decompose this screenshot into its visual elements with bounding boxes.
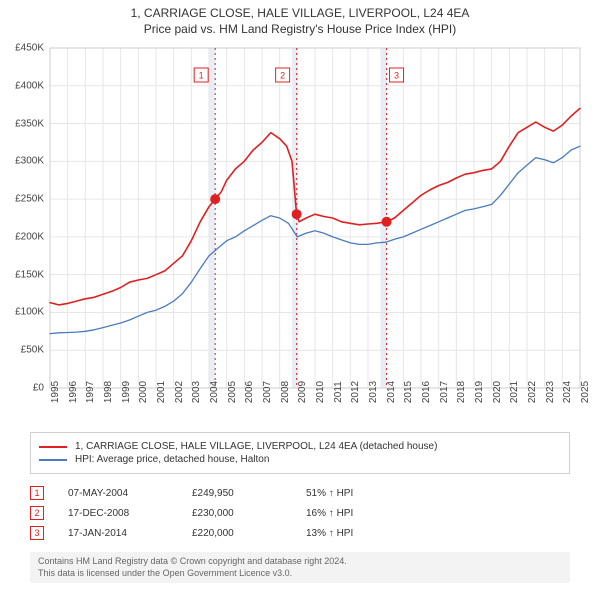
- transactions-table: 1 07-MAY-2004 £249,950 51% ↑ HPI 2 17-DE…: [30, 480, 570, 546]
- y-tick-label: £0: [33, 383, 44, 394]
- footer-line: This data is licensed under the Open Gov…: [38, 568, 562, 580]
- y-tick-label: £200K: [15, 231, 44, 242]
- transaction-price: £230,000: [192, 508, 282, 519]
- legend-label: HPI: Average price, detached house, Halt…: [75, 454, 269, 465]
- title-block: 1, CARRIAGE CLOSE, HALE VILLAGE, LIVERPO…: [0, 0, 600, 38]
- plot-area: 1 2 3: [50, 48, 580, 388]
- table-row: 2 17-DEC-2008 £230,000 16% ↑ HPI: [30, 506, 570, 520]
- x-tick-label: 2006: [244, 381, 255, 403]
- x-tick-label: 2015: [403, 381, 414, 403]
- y-tick-label: £250K: [15, 194, 44, 205]
- x-tick-label: 1998: [103, 381, 114, 403]
- x-tick-label: 2022: [527, 381, 538, 403]
- x-tick-label: 2007: [262, 381, 273, 403]
- x-tick-label: 2010: [315, 381, 326, 403]
- table-row: 1 07-MAY-2004 £249,950 51% ↑ HPI: [30, 486, 570, 500]
- x-tick-label: 2025: [580, 381, 591, 403]
- transaction-date: 17-JAN-2014: [68, 528, 168, 539]
- y-tick-label: £300K: [15, 156, 44, 167]
- y-tick-label: £150K: [15, 269, 44, 280]
- x-tick-label: 2020: [492, 381, 503, 403]
- chart-container: 1, CARRIAGE CLOSE, HALE VILLAGE, LIVERPO…: [0, 0, 600, 590]
- x-tick-label: 2024: [562, 381, 573, 403]
- table-row: 3 17-JAN-2014 £220,000 13% ↑ HPI: [30, 526, 570, 540]
- x-tick-label: 2000: [138, 381, 149, 403]
- transaction-date: 17-DEC-2008: [68, 508, 168, 519]
- transaction-marker-icon: 2: [30, 506, 44, 520]
- x-tick-label: 2012: [350, 381, 361, 403]
- x-tick-label: 2017: [439, 381, 450, 403]
- transaction-vs-hpi: 16% ↑ HPI: [306, 508, 406, 519]
- x-tick-label: 2018: [456, 381, 467, 403]
- x-tick-label: 2011: [333, 381, 344, 403]
- svg-text:1: 1: [199, 71, 204, 81]
- x-tick-label: 1999: [121, 381, 132, 403]
- line-chart-svg: 1 2 3: [50, 48, 580, 388]
- chart-title-address: 1, CARRIAGE CLOSE, HALE VILLAGE, LIVERPO…: [10, 6, 590, 20]
- x-tick-label: 2001: [156, 381, 167, 403]
- transaction-price: £220,000: [192, 528, 282, 539]
- x-tick-label: 2005: [227, 381, 238, 403]
- x-tick-label: 2016: [421, 381, 432, 403]
- transaction-vs-hpi: 13% ↑ HPI: [306, 528, 406, 539]
- x-tick-label: 1996: [68, 381, 79, 403]
- x-tick-label: 2019: [474, 381, 485, 403]
- y-tick-label: £100K: [15, 307, 44, 318]
- attribution-footer: Contains HM Land Registry data © Crown c…: [30, 552, 570, 583]
- chart-subtitle: Price paid vs. HM Land Registry's House …: [10, 22, 590, 36]
- x-tick-label: 2002: [174, 381, 185, 403]
- transaction-price: £249,950: [192, 488, 282, 499]
- legend-row: HPI: Average price, detached house, Halt…: [39, 454, 561, 465]
- transaction-marker-icon: 3: [30, 526, 44, 540]
- footer-line: Contains HM Land Registry data © Crown c…: [38, 556, 562, 568]
- y-axis-labels: £0£50K£100K£150K£200K£250K£300K£350K£400…: [0, 48, 48, 388]
- x-tick-label: 2023: [545, 381, 556, 403]
- x-tick-label: 2021: [509, 381, 520, 403]
- transaction-date: 07-MAY-2004: [68, 488, 168, 499]
- x-tick-label: 2013: [368, 381, 379, 403]
- transaction-marker-icon: 1: [30, 486, 44, 500]
- transaction-vs-hpi: 51% ↑ HPI: [306, 488, 406, 499]
- svg-text:3: 3: [394, 71, 399, 81]
- x-tick-label: 2003: [191, 381, 202, 403]
- y-tick-label: £350K: [15, 118, 44, 129]
- legend-swatch: [39, 459, 67, 461]
- y-tick-label: £450K: [15, 43, 44, 54]
- x-tick-label: 1995: [50, 381, 61, 403]
- x-tick-label: 2009: [297, 381, 308, 403]
- legend-swatch: [39, 446, 67, 448]
- x-tick-label: 2008: [280, 381, 291, 403]
- legend-row: 1, CARRIAGE CLOSE, HALE VILLAGE, LIVERPO…: [39, 441, 561, 452]
- x-axis-labels: 1995199619971998199920002001200220032004…: [50, 390, 580, 424]
- x-tick-label: 2014: [386, 381, 397, 403]
- x-tick-label: 2004: [209, 381, 220, 403]
- legend-box: 1, CARRIAGE CLOSE, HALE VILLAGE, LIVERPO…: [30, 432, 570, 474]
- legend-label: 1, CARRIAGE CLOSE, HALE VILLAGE, LIVERPO…: [75, 441, 437, 452]
- y-tick-label: £50K: [21, 345, 44, 356]
- y-tick-label: £400K: [15, 80, 44, 91]
- x-tick-label: 1997: [85, 381, 96, 403]
- svg-text:2: 2: [280, 71, 285, 81]
